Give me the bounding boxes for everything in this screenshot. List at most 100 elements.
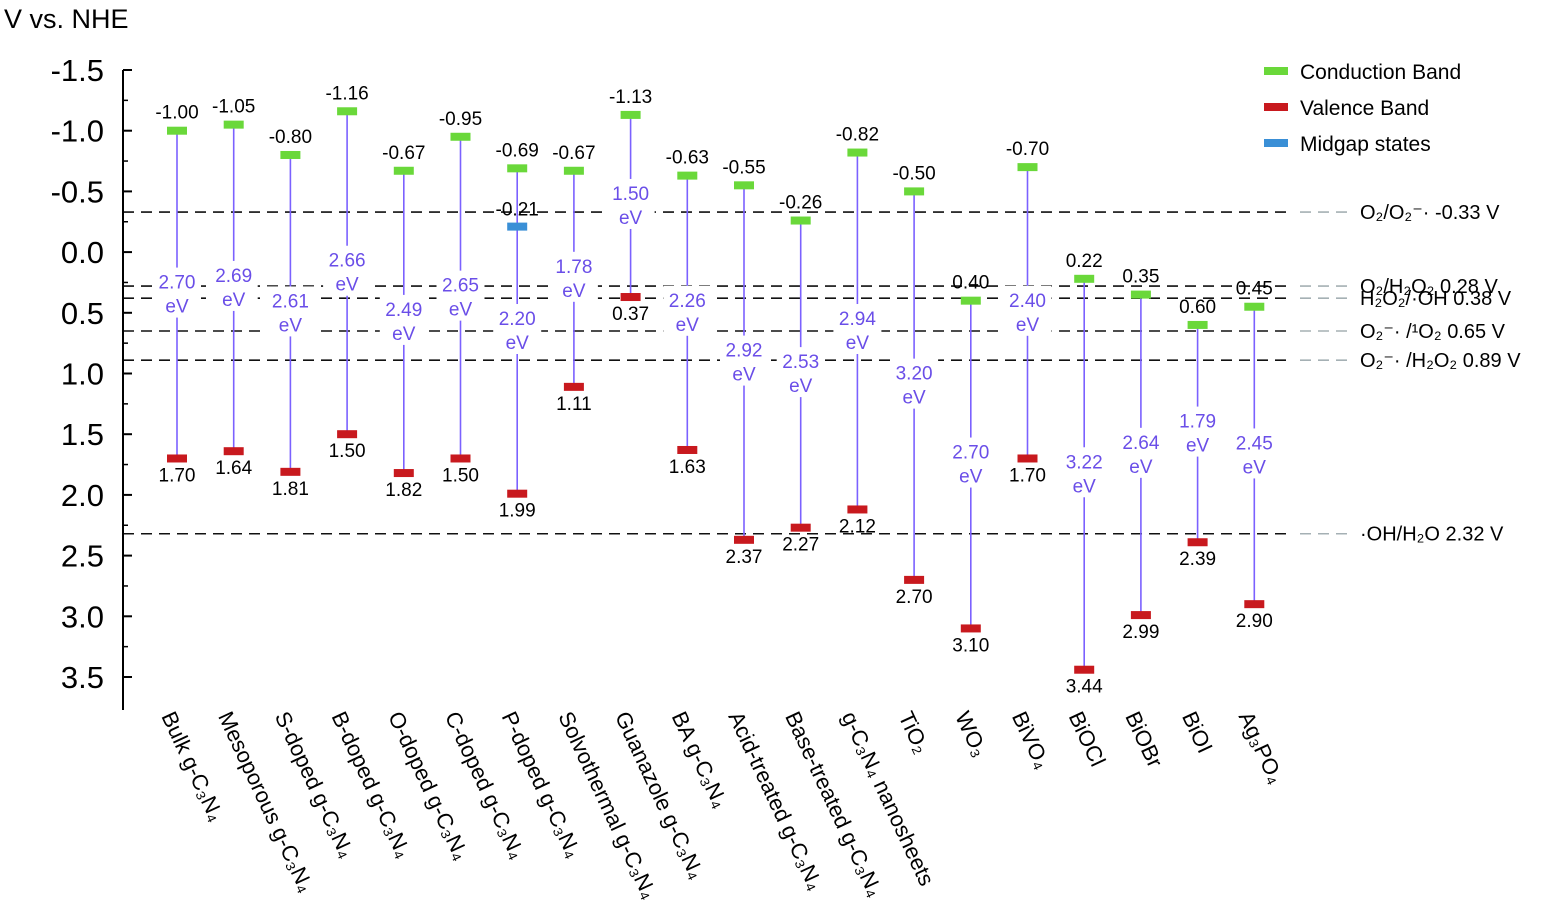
valence-band-marker (904, 575, 925, 584)
valence-band-value: 1.63 (669, 457, 706, 478)
material-column: 2.70 eV 0.40 3.10 (946, 273, 995, 656)
band-gap-value: 2.53 (782, 352, 819, 373)
band-gap-unit: eV (279, 315, 303, 336)
material-column: 2.26 eV -0.63 1.63 (663, 148, 712, 478)
conduction-band-marker (393, 166, 414, 175)
conduction-band-marker (1130, 290, 1151, 299)
legend-swatch (1264, 67, 1288, 75)
conduction-band-value: -1.13 (609, 87, 652, 108)
band-gap-value: 2.70 (159, 273, 196, 294)
y-tick-label: 3.5 (61, 660, 104, 695)
valence-band-value: 3.10 (952, 635, 989, 656)
band-gap-value: 2.20 (499, 309, 536, 330)
valence-band-value: 0.37 (612, 304, 649, 325)
valence-band-marker (450, 454, 471, 463)
valence-band-marker (677, 445, 698, 454)
band-gap-value: 2.92 (726, 341, 763, 362)
gap-label-background (890, 358, 939, 409)
material-column: 2.66 eV -1.16 1.50 (323, 83, 372, 462)
band-gap-unit: eV (222, 290, 246, 311)
material-column: 2.53 eV -0.26 2.27 (776, 193, 825, 556)
y-tick-label: -1.0 (51, 114, 104, 149)
gap-label-background (379, 294, 428, 345)
valence-band-marker (960, 624, 981, 633)
material-column: 2.49 eV -0.67 1.82 (379, 143, 428, 501)
conduction-band-marker (1017, 163, 1038, 172)
band-gap-value: 2.94 (839, 309, 876, 330)
conduction-band-value: 0.22 (1066, 251, 1103, 272)
band-gap-unit: eV (562, 281, 586, 302)
gap-label-background (436, 270, 485, 321)
valence-band-value: 1.99 (499, 501, 536, 522)
valence-band-value: 2.90 (1236, 611, 1273, 632)
material-column: 1.78 eV -0.67 1.11 (549, 143, 598, 415)
conduction-band-value: 0.35 (1122, 267, 1159, 288)
valence-band-marker (280, 467, 301, 476)
y-tick-label: -1.5 (51, 53, 104, 88)
reference-label: O₂⁻· /¹O₂ 0.65 V (1360, 321, 1506, 343)
band-gap-value: 1.78 (555, 257, 592, 278)
y-tick-label: 2.0 (61, 478, 104, 513)
conduction-band-value: -0.50 (892, 163, 935, 184)
category-label: BiOI (1177, 708, 1218, 757)
conduction-band-value: 0.45 (1236, 279, 1273, 300)
valence-band-marker (790, 523, 811, 532)
conduction-band-value: -0.55 (722, 157, 765, 178)
gap-label-background (776, 347, 825, 398)
gap-label-background (323, 245, 372, 296)
valence-band-marker (563, 382, 584, 391)
valence-band-marker (223, 447, 244, 456)
band-gap-unit: eV (902, 388, 926, 409)
material-column: 2.40 eV -0.70 1.70 (1003, 139, 1052, 486)
conduction-band-marker (167, 126, 187, 135)
category-label: BiVO₄ (1007, 708, 1055, 773)
category-label: Ag₃PO₄ (1234, 708, 1289, 788)
band-gap-unit: eV (1073, 476, 1097, 497)
category-label: TiO₂ (894, 708, 935, 758)
gap-label-background (833, 304, 882, 355)
legend-label: Midgap states (1300, 133, 1431, 156)
band-gap-unit: eV (1186, 436, 1210, 457)
conduction-band-value: -0.95 (439, 109, 482, 130)
gap-label-background (663, 285, 712, 336)
material-column: 2.45 eV 0.45 2.90 (1230, 279, 1279, 632)
conduction-band-marker (847, 148, 868, 157)
gap-label-background (946, 437, 995, 488)
valence-band-marker (620, 293, 641, 302)
band-gap-value: 2.66 (329, 251, 366, 272)
gap-label-background (1003, 285, 1052, 336)
valence-band-marker (734, 535, 754, 544)
y-tick-label: 2.5 (61, 539, 104, 574)
valence-band-value: 2.27 (782, 535, 819, 556)
material-column: 2.69 eV -1.05 1.64 (209, 97, 258, 479)
band-gap-value: 2.65 (442, 276, 479, 297)
valence-band-marker (1187, 538, 1208, 547)
valence-band-marker (1017, 454, 1038, 463)
y-tick-label: 1.5 (61, 417, 104, 452)
valence-band-value: 1.70 (1009, 465, 1046, 486)
valence-band-marker (393, 469, 414, 478)
conduction-band-value: -0.70 (1006, 139, 1049, 160)
conduction-band-marker (450, 132, 471, 141)
conduction-band-marker (223, 120, 244, 129)
conduction-band-marker (507, 164, 528, 173)
material-column: 1.50 eV -1.13 0.37 (606, 87, 655, 325)
band-gap-value: 3.20 (896, 364, 933, 385)
conduction-band-value: -0.67 (552, 143, 595, 164)
reference-label: O₂/O₂⁻· -0.33 V (1360, 202, 1500, 224)
material-column: 3.20 eV -0.50 2.70 (890, 163, 939, 608)
valence-band-marker (167, 454, 187, 463)
material-column: 2.61 eV -0.80 1.81 (266, 127, 315, 500)
conduction-band-value: 0.60 (1179, 297, 1216, 318)
material-bands: 2.70 eV -1.00 1.70 2.69 eV -1.05 1.64 2.61 eV -0.8… (153, 83, 1279, 698)
conduction-band-value: -1.00 (155, 103, 198, 124)
midgap-state-value: -0.21 (496, 200, 539, 221)
conduction-band-value: -0.69 (496, 140, 539, 161)
band-gap-unit: eV (165, 297, 189, 318)
valence-band-value: 2.12 (839, 516, 876, 537)
reference-label: O₂/H₂O₂ 0.28 V (1360, 276, 1498, 298)
legend-label: Conduction Band (1300, 61, 1461, 84)
conduction-band-marker (563, 166, 584, 175)
reference-label: H₂O₂/·OH 0.38 V (1360, 288, 1512, 310)
y-axis-title: V vs. NHE (4, 4, 129, 34)
